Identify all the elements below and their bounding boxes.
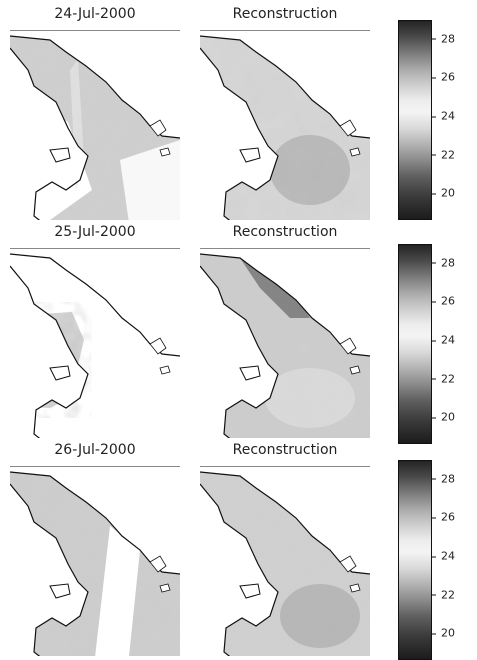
- colorbar-tick: 26: [431, 70, 455, 84]
- colorbar-tick: 26: [431, 510, 455, 524]
- reconstruction-map-panel: [200, 466, 370, 656]
- reconstruction-title: Reconstruction: [232, 224, 338, 240]
- observed-map-panel: [10, 30, 180, 220]
- date-title: 26-Jul-2000: [54, 442, 136, 458]
- colorbar-tick: 24: [431, 109, 455, 123]
- colorbar-tick: 22: [431, 372, 455, 386]
- observed-map-panel: [10, 466, 180, 656]
- observed-map-panel: [10, 248, 180, 438]
- reconstruction-map-panel: [200, 248, 370, 438]
- colorbar-tick: 24: [431, 333, 455, 347]
- colorbar: 28 26 24 22 20: [398, 20, 455, 220]
- reconstruction-title: Reconstruction: [232, 6, 338, 22]
- colorbar-tick: 20: [431, 410, 455, 424]
- colorbar-tick: 24: [431, 549, 455, 563]
- date-title: 25-Jul-2000: [54, 224, 136, 240]
- colorbar-tick: 26: [431, 294, 455, 308]
- colorbar-tick: 28: [431, 32, 455, 46]
- colorbar-tick: 28: [431, 472, 455, 486]
- reconstruction-map-panel: [200, 30, 370, 220]
- colorbar-tick: 20: [431, 186, 455, 200]
- colorbar-tick: 22: [431, 148, 455, 162]
- reconstruction-title: Reconstruction: [232, 442, 338, 458]
- colorbar-tick: 20: [431, 626, 455, 640]
- colorbar-tick: 28: [431, 256, 455, 270]
- colorbar: 28 26 24 22 20: [398, 244, 455, 444]
- colorbar: 28 26 24 22 20: [398, 460, 455, 660]
- colorbar-tick: 22: [431, 588, 455, 602]
- date-title: 24-Jul-2000: [54, 6, 136, 22]
